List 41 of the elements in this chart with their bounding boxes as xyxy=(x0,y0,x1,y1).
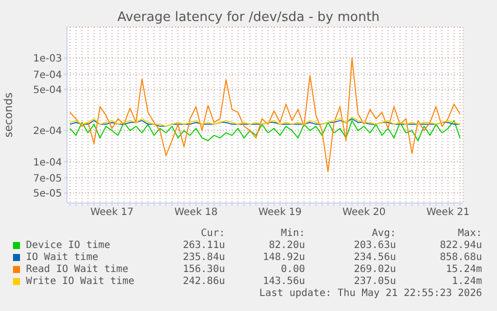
y-tick-label: 1e-04 xyxy=(33,157,62,168)
text: 15.24m xyxy=(446,264,482,275)
text: Max: xyxy=(458,228,482,239)
text: 822.94u xyxy=(440,240,482,251)
line-series xyxy=(70,120,460,142)
y-tick-label: 7e-05 xyxy=(33,173,62,184)
text: 269.02u xyxy=(354,264,396,275)
text: 237.05u xyxy=(354,276,396,287)
chart-title: Average latency for /dev/sda - by month xyxy=(116,10,381,25)
text: 234.56u xyxy=(354,252,396,263)
x-tick-label: Week 21 xyxy=(426,207,470,218)
text: 263.11u xyxy=(182,240,225,251)
legend-label: Write IO Wait time xyxy=(26,276,134,287)
text: 156.30u xyxy=(182,264,225,275)
text: 0.00 xyxy=(280,264,305,275)
y-tick-label: 5e-04 xyxy=(33,84,62,96)
text: 235.84u xyxy=(182,252,225,263)
text: 82.20u xyxy=(268,240,305,251)
legend-label: Device IO time xyxy=(26,240,110,251)
text: 242.86u xyxy=(182,276,225,287)
y-tick-label: 5e-05 xyxy=(33,188,62,200)
legend-label: IO Wait time xyxy=(26,252,98,263)
y-tick-label: 2e-04 xyxy=(33,126,62,138)
x-tick-label: Week 19 xyxy=(258,207,302,218)
text: Last update: Thu May 21 22:55:23 2026 xyxy=(259,288,482,299)
text: Avg: xyxy=(372,228,396,239)
y-tick-label: 1e-03 xyxy=(33,54,62,65)
line-series xyxy=(70,58,460,172)
text: 143.56u xyxy=(262,276,305,287)
y-axis-title: seconds xyxy=(2,92,15,138)
text: 858.68u xyxy=(440,252,482,263)
x-tick-label: Week 17 xyxy=(90,207,134,218)
text: Cur: xyxy=(200,228,225,239)
x-tick-label: Week 18 xyxy=(174,207,218,218)
legend-label: Read IO Wait time xyxy=(26,264,128,275)
x-tick-label: Week 20 xyxy=(342,207,386,218)
text: 203.63u xyxy=(354,240,396,251)
text: 148.92u xyxy=(262,252,305,263)
y-tick-label: 7e-04 xyxy=(33,70,62,81)
text: Min: xyxy=(280,228,305,239)
text: 1.24m xyxy=(452,276,482,287)
